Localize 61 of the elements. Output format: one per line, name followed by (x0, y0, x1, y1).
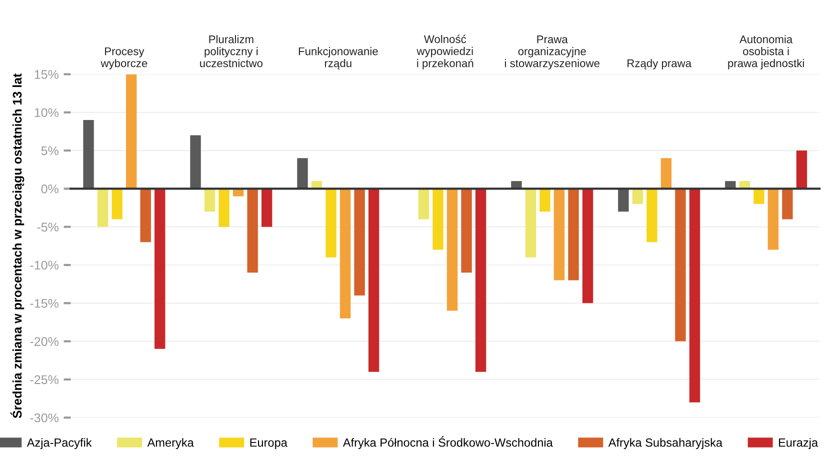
legend-label: Europa (250, 438, 288, 450)
x-tick-label: Pluralizm polityczny i uczestnictwo (200, 35, 263, 68)
legend-label: Eurazja (778, 438, 818, 450)
bar (540, 188, 550, 212)
bar (768, 188, 779, 250)
bar (340, 188, 351, 318)
y-axis-title: Średnia zmiana w procentach w przeciągu ostatnich 13 lat (10, 73, 24, 418)
y-tick-label: -10% (30, 260, 58, 270)
bar (554, 188, 565, 280)
bar (261, 188, 272, 227)
bar (83, 120, 94, 189)
y-tick-label: -20% (30, 337, 58, 346)
bar (368, 188, 380, 372)
bar (326, 188, 336, 258)
bar (204, 188, 216, 212)
bar (297, 158, 308, 189)
x-tick-label: Rządy prawa (628, 59, 692, 70)
y-tick-label: 10% (34, 108, 58, 118)
bar (247, 188, 258, 273)
y-tick-label: -30% (30, 413, 58, 422)
bar (418, 188, 430, 220)
y-tick-label: -15% (30, 299, 58, 308)
bar (568, 188, 579, 280)
bar (97, 188, 108, 227)
bar (475, 188, 486, 372)
bar (796, 150, 808, 189)
bar (190, 135, 201, 189)
bar (754, 188, 764, 204)
bar (112, 188, 122, 220)
y-tick-label: 15% (34, 70, 58, 79)
bar (232, 188, 244, 196)
bar (646, 188, 658, 242)
x-tick-label: Wolność wypowiedzi i przekonań (416, 34, 474, 70)
bar (126, 74, 137, 189)
y-tick-label: 5% (41, 146, 58, 156)
bar (154, 188, 166, 349)
legend-label: Azja-Pacyfik (26, 438, 92, 450)
bar (432, 188, 444, 250)
bar (582, 188, 594, 304)
bar (461, 188, 472, 273)
x-tick-label: Funkcjonowanie rządu (298, 47, 378, 70)
legend-label: Afryka Subsaharyjska (608, 438, 723, 450)
y-tick-label: -5% (37, 222, 58, 232)
bar (218, 188, 230, 227)
legend-label: Ameryka (147, 438, 194, 450)
bar (660, 158, 672, 189)
legend-label: Afryka Północna i Środkowo-Wschodnia (342, 436, 553, 450)
x-tick-label: Autonomia osobista i prawa jednostki (728, 35, 804, 70)
bar (675, 188, 686, 342)
y-tick-label: 0% (41, 184, 58, 194)
bar (525, 188, 536, 258)
bar (140, 188, 151, 242)
bar (782, 188, 793, 220)
bar (446, 188, 458, 311)
bar (689, 188, 700, 402)
x-tick-label: Procesy wyborcze (100, 47, 148, 70)
bar (632, 188, 644, 204)
x-tick-label: Prawa organizacyjne i stowarzyszeniowe (504, 35, 600, 70)
y-tick-label: -25% (30, 375, 58, 384)
bar (354, 188, 365, 296)
bar (618, 188, 629, 212)
